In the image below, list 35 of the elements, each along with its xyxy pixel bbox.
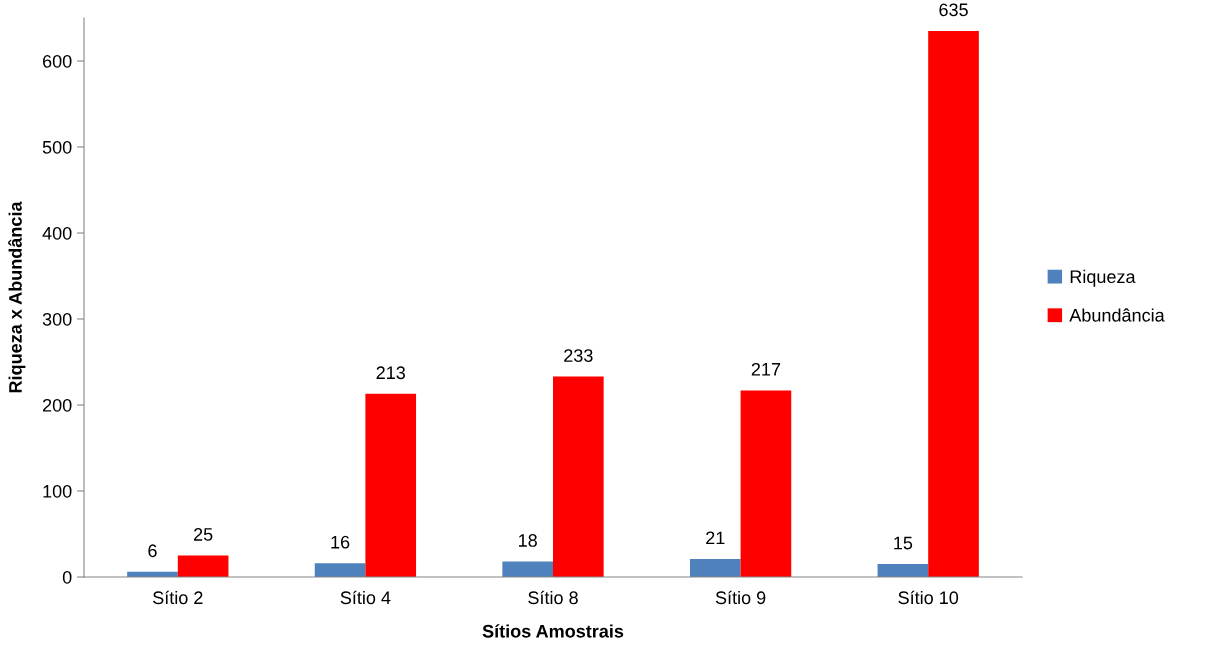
bar — [877, 564, 929, 577]
legend-label: Riqueza — [1070, 269, 1136, 287]
bar — [177, 555, 229, 577]
y-tick-label: 300 — [42, 312, 72, 326]
data-label: 18 — [519, 534, 537, 547]
bar — [689, 558, 741, 577]
x-tick-label: Sítio 10 — [898, 590, 959, 605]
y-tick-label: 200 — [42, 398, 72, 412]
x-tick-label: Sítio 4 — [340, 590, 391, 605]
bar — [502, 561, 553, 577]
data-label: 233 — [564, 349, 593, 362]
data-label: 635 — [939, 3, 968, 17]
data-label: 217 — [751, 362, 781, 376]
y-tick-label: 600 — [42, 54, 72, 68]
y-tick-label: 500 — [42, 140, 72, 154]
data-label: 6 — [148, 544, 157, 558]
y-tick-label: 100 — [43, 484, 72, 498]
bar — [553, 376, 604, 577]
data-label: 15 — [894, 536, 913, 550]
y-axis-title: Riqueza x Abundância — [8, 201, 26, 393]
bar — [365, 393, 417, 577]
y-tick-label: 0 — [62, 570, 72, 584]
bar — [928, 30, 979, 577]
data-label: 213 — [376, 366, 405, 380]
data-label: 21 — [706, 531, 725, 545]
legend-label: Abundância — [1069, 308, 1165, 322]
x-tick-label: Sítio 8 — [528, 590, 578, 605]
y-tick-label: 400 — [42, 226, 72, 240]
data-label: 16 — [331, 535, 350, 549]
bar — [740, 390, 792, 577]
data-label: 25 — [193, 528, 213, 541]
x-tick-label: Sítio 2 — [153, 590, 203, 605]
x-tick-label: Sítio 9 — [715, 590, 766, 605]
bar — [314, 563, 366, 577]
x-axis-title: Sítios Amostrais — [482, 624, 624, 638]
